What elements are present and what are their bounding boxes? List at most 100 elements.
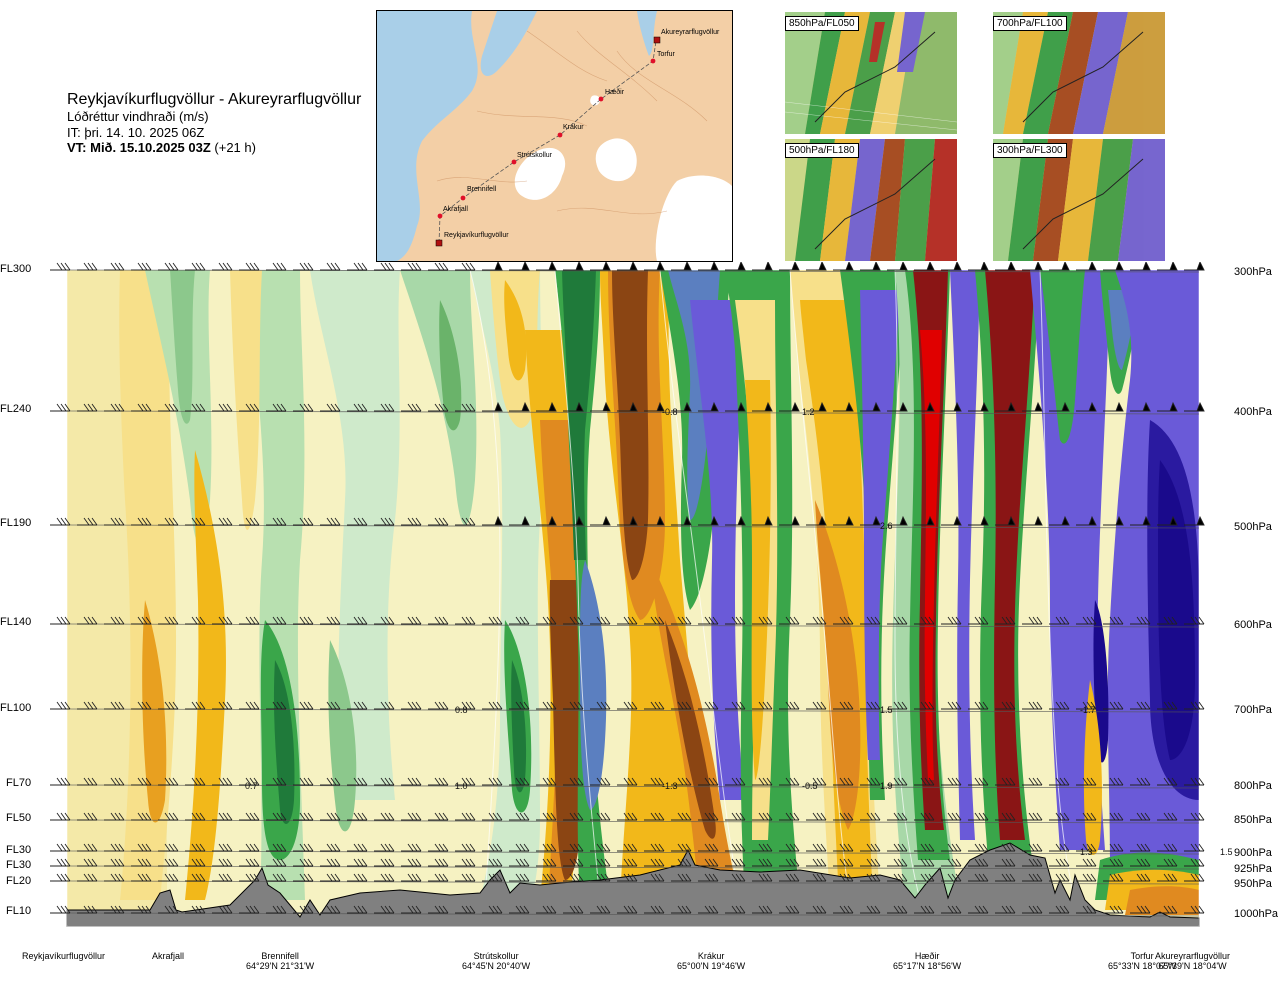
- wind-barb: [1130, 858, 1151, 867]
- wind-barb: [428, 616, 449, 625]
- wind-barb: [104, 262, 125, 271]
- wind-barb: [158, 873, 179, 882]
- wind-barb: [725, 812, 746, 821]
- fl-label-50: FL50: [6, 812, 32, 824]
- wind-barb: [239, 873, 260, 882]
- hpa-label-400: 400hPa: [1234, 406, 1272, 418]
- minimap-850[interactable]: 850hPa/FL050: [785, 12, 957, 134]
- wind-barb: [131, 873, 152, 882]
- wind-barb: [563, 777, 584, 786]
- pressure-line-600: [66, 623, 1200, 628]
- wind-barb: [50, 701, 71, 710]
- wind-barb: [455, 403, 476, 412]
- wind-barb: [806, 262, 827, 271]
- minimap-300[interactable]: 300hPa/FL300: [993, 139, 1165, 261]
- wind-barb: [914, 905, 935, 914]
- wind-barb: [509, 843, 530, 852]
- map-label-akrafjall: Akrafjall: [443, 206, 468, 213]
- station-akrafjall: Akrafjall: [152, 951, 185, 961]
- wind-barb: [1076, 905, 1097, 914]
- wind-barb: [1022, 858, 1043, 867]
- wind-barb: [455, 517, 476, 526]
- wind-barb: [428, 905, 449, 914]
- wind-barb: [293, 812, 314, 821]
- fl-label-190: FL190: [0, 517, 32, 529]
- wind-barb: [266, 873, 287, 882]
- wind-barb: [374, 517, 395, 526]
- wind-barb: [941, 701, 962, 710]
- wind-barb: [806, 777, 827, 786]
- wind-barb: [887, 812, 908, 821]
- wind-barb: [455, 262, 476, 271]
- wind-barb: [1022, 616, 1043, 625]
- wind-barb: [914, 812, 935, 821]
- wind-barb: [266, 262, 287, 271]
- wind-barb: [698, 262, 719, 271]
- wind-barb: [563, 812, 584, 821]
- wind-barb: [374, 262, 395, 271]
- wind-barb: [725, 401, 746, 412]
- minimap-500[interactable]: 500hPa/FL180: [785, 139, 957, 261]
- wind-barb: [941, 812, 962, 821]
- wind-barb: [1157, 401, 1178, 412]
- wind-barb: [644, 858, 665, 867]
- wind-barb: [266, 812, 287, 821]
- wind-barb: [455, 858, 476, 867]
- wind-barb: [212, 873, 233, 882]
- wind-barb: [482, 515, 503, 526]
- wind-barb: [158, 517, 179, 526]
- minimap-700-field: [993, 12, 1165, 134]
- wind-barb: [482, 843, 503, 852]
- wind-barb: [779, 616, 800, 625]
- hpa-label-300: 300hPa: [1234, 266, 1272, 278]
- wind-barb: [968, 858, 989, 867]
- wind-barb: [455, 905, 476, 914]
- wind-barb: [860, 873, 881, 882]
- wind-barb: [1103, 262, 1124, 271]
- wind-barb: [995, 858, 1016, 867]
- wind-barb: [536, 812, 557, 821]
- wind-barb: [158, 812, 179, 821]
- wind-barb: [293, 701, 314, 710]
- wind-barb: [293, 517, 314, 526]
- wind-barb: [482, 262, 503, 271]
- wind-barb: [752, 515, 773, 526]
- wind-barb: [563, 616, 584, 625]
- wind-barb: [698, 515, 719, 526]
- wind-barb: [239, 812, 260, 821]
- wind-barb: [968, 873, 989, 882]
- wind-barb: [536, 515, 557, 526]
- wind-barb: [833, 515, 854, 526]
- wind-barb: [887, 262, 908, 271]
- wind-barb: [698, 812, 719, 821]
- wind-barb: [563, 515, 584, 526]
- wind-barb: [293, 905, 314, 914]
- wind-barb: [212, 517, 233, 526]
- wind-barb: [1157, 701, 1178, 710]
- wind-barb: [293, 403, 314, 412]
- wind-barb: [401, 616, 422, 625]
- wind-barb: [752, 777, 773, 786]
- wind-barb: [725, 515, 746, 526]
- wind-barb: [1049, 873, 1070, 882]
- hpa-label-950: 950hPa: [1234, 878, 1272, 890]
- value-annotation: -0.8: [662, 407, 678, 417]
- wind-barb: [374, 777, 395, 786]
- map-label-brennifell: Brennifell: [467, 186, 497, 193]
- wind-barb: [50, 777, 71, 786]
- wind-barb: [131, 905, 152, 914]
- wind-barb: [968, 843, 989, 852]
- wind-barb: [347, 858, 368, 867]
- wind-barb: [1130, 905, 1151, 914]
- wind-barb: [1049, 701, 1070, 710]
- wind-barb: [1130, 401, 1151, 412]
- wind-barb: [1049, 616, 1070, 625]
- wind-barb: [104, 873, 125, 882]
- wind-barb: [1022, 262, 1043, 271]
- wind-barb: [158, 843, 179, 852]
- wind-barb: [401, 262, 422, 271]
- wind-barb: [671, 873, 692, 882]
- wind-barb: [725, 616, 746, 625]
- valid-time: VT: Mið. 15.10.2025 03Z (+21 h): [67, 140, 256, 156]
- minimap-700[interactable]: 700hPa/FL100: [993, 12, 1165, 134]
